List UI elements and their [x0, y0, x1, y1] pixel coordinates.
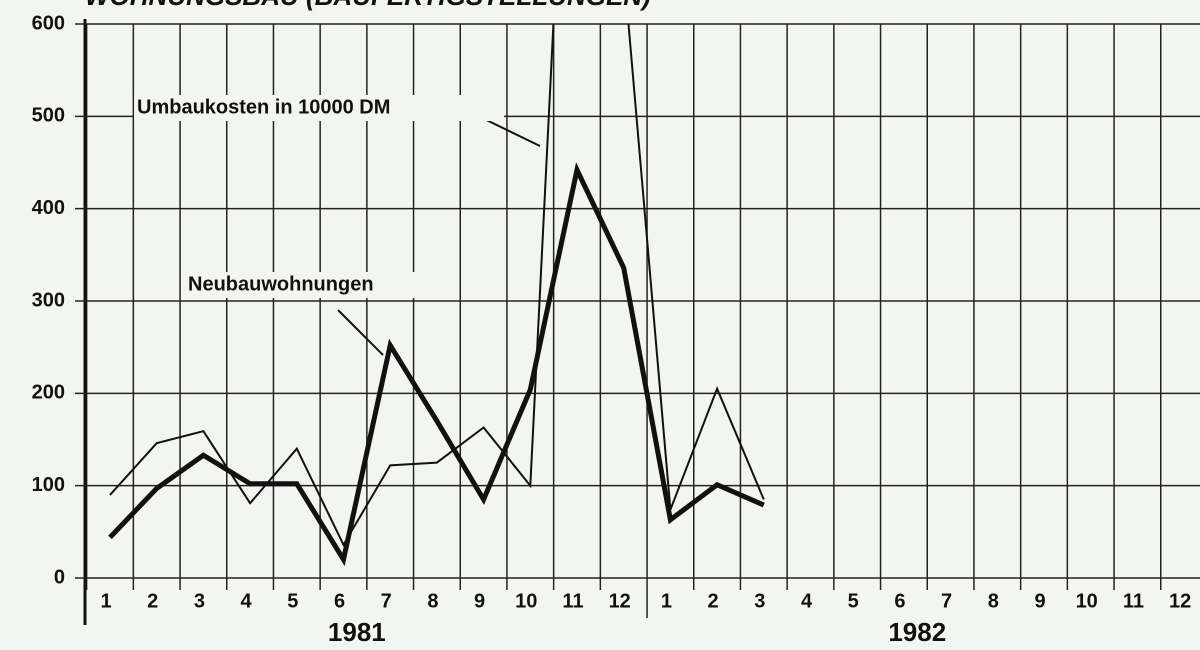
annotation: Umbaukosten in 10000 DM: [137, 96, 390, 118]
x-tick-label: 11: [1123, 590, 1144, 612]
x-tick-label: 1: [100, 590, 111, 612]
x-tick-label: 10: [1076, 590, 1098, 612]
line-series: [109, 24, 765, 547]
leader-line: [337, 309, 384, 356]
label-bg: [184, 272, 459, 298]
y-tick-label: 0: [54, 566, 65, 588]
x-tick-label: 6: [334, 590, 345, 612]
x-tick-label: 1: [661, 590, 672, 612]
x-tick-label: 9: [1034, 590, 1045, 612]
x-tick-label: 5: [848, 590, 859, 612]
x-tick-label: 5: [287, 590, 298, 612]
x-tick-label: 8: [427, 590, 438, 612]
y-tick-label: 500: [32, 105, 65, 127]
year-label: 1982: [888, 617, 946, 647]
x-tick-label: 8: [988, 590, 999, 612]
x-tick-label: 7: [941, 590, 952, 612]
x-tick-label: 4: [241, 590, 253, 612]
y-tick-label: 200: [32, 382, 65, 404]
plot-area: [108, 24, 765, 567]
x-tick-label: 2: [147, 590, 158, 612]
x-tick-label: 6: [894, 590, 905, 612]
x-tick-label: 3: [754, 590, 765, 612]
y-tick-label: 100: [32, 474, 65, 496]
x-tick-label: 12: [1169, 590, 1191, 612]
x-tick-label: 7: [381, 590, 392, 612]
x-tick-label: 4: [801, 590, 813, 612]
y-tick-label: 300: [32, 289, 65, 311]
line-series: [108, 162, 765, 567]
x-tick-label: 9: [474, 590, 485, 612]
label-bg: [134, 95, 504, 121]
y-tick-label: 400: [32, 197, 65, 219]
x-tick-label: 10: [515, 590, 537, 612]
y-tick-label: 600: [32, 12, 65, 34]
x-tick-label: 12: [609, 590, 631, 612]
x-tick-label: 11: [562, 590, 583, 612]
year-label: 1981: [328, 617, 386, 647]
chart-title: WOHNUNGSBAU (BAUFERTIGSTELLUNGEN): [85, 0, 651, 11]
annotation: Neubauwohnungen: [188, 273, 374, 295]
x-tick-label: 3: [194, 590, 205, 612]
x-tick-label: 2: [708, 590, 719, 612]
